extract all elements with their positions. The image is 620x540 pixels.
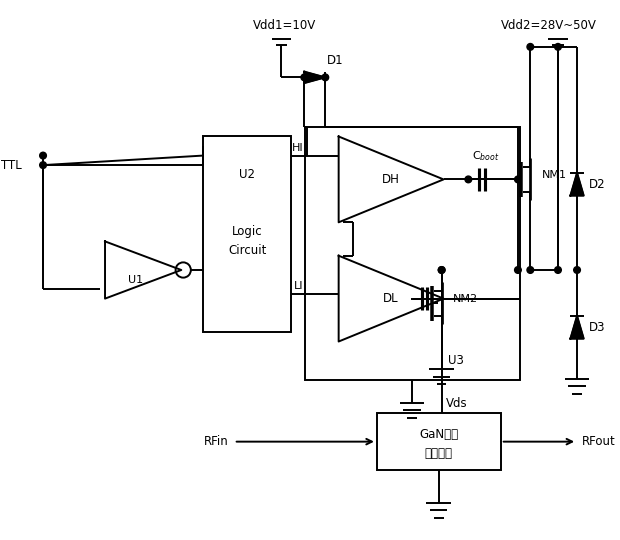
Bar (377, 413, 501, 470)
Text: U3: U3 (448, 354, 463, 367)
Circle shape (527, 44, 534, 50)
Circle shape (515, 267, 521, 273)
Text: Vdd2=28V~50V: Vdd2=28V~50V (501, 19, 596, 32)
Text: GaN微波: GaN微波 (419, 428, 458, 441)
Text: Logic: Logic (232, 225, 262, 238)
Text: D2: D2 (588, 178, 605, 191)
Circle shape (301, 74, 308, 80)
Circle shape (527, 267, 534, 273)
Text: RFin: RFin (204, 435, 229, 448)
Polygon shape (570, 173, 583, 195)
Text: HI: HI (292, 143, 303, 153)
Text: DH: DH (382, 173, 400, 186)
Text: NM2: NM2 (453, 294, 478, 303)
Circle shape (40, 152, 46, 159)
Circle shape (465, 176, 472, 183)
Polygon shape (570, 316, 583, 339)
Bar (305, 127, 520, 380)
Text: 功率器件: 功率器件 (425, 447, 453, 460)
Text: D3: D3 (588, 321, 605, 334)
Circle shape (438, 267, 445, 273)
Circle shape (555, 44, 561, 50)
Circle shape (438, 267, 445, 273)
Text: U1: U1 (128, 274, 143, 285)
Text: D1: D1 (327, 53, 344, 67)
Text: NM1: NM1 (542, 170, 567, 180)
Polygon shape (304, 72, 326, 83)
Text: TTL: TTL (1, 159, 22, 172)
Circle shape (555, 267, 561, 273)
Text: U2: U2 (239, 168, 255, 181)
Circle shape (40, 162, 46, 168)
Text: RFout: RFout (582, 435, 616, 448)
Circle shape (574, 267, 580, 273)
Text: Vds: Vds (445, 397, 467, 410)
Text: Circuit: Circuit (228, 245, 267, 258)
Text: C$_{boot}$: C$_{boot}$ (472, 150, 500, 164)
Circle shape (322, 74, 329, 80)
Text: LI: LI (294, 281, 303, 291)
Circle shape (515, 176, 521, 183)
Text: DL: DL (383, 292, 399, 305)
Bar (203, 137, 291, 332)
Text: Vdd1=10V: Vdd1=10V (253, 19, 316, 32)
